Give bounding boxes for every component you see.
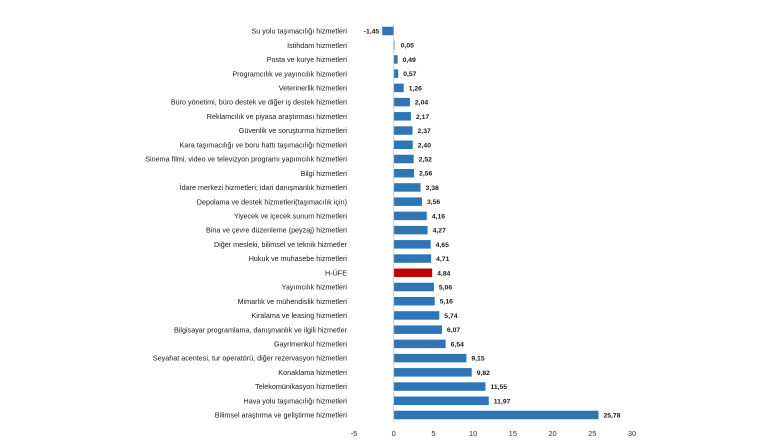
bar: [393, 282, 434, 292]
bar: [393, 311, 440, 320]
x-tick-label: 5: [431, 429, 435, 438]
bar: [393, 97, 410, 107]
bar: [393, 197, 422, 206]
x-tick-label: 15: [509, 429, 517, 438]
bars: [382, 26, 599, 420]
bar: [393, 168, 415, 178]
value-label: 2,04: [415, 100, 428, 107]
value-label: 9,15: [471, 356, 484, 363]
value-label: 2,17: [416, 114, 429, 121]
category-label: Hukuk ve muhasebe hizmetleri: [249, 254, 348, 263]
bar: [393, 396, 489, 406]
category-label: Mimarlık ve mühendislik hizmetleri: [238, 297, 348, 306]
category-label: Sinema filmi, video ve televizyon progra…: [145, 155, 347, 164]
x-tick-label: 30: [628, 429, 636, 438]
value-label: 4,65: [436, 242, 449, 249]
bar: [393, 126, 413, 135]
category-label: Gayrimenkul hizmetleri: [274, 339, 347, 348]
value-label: 11,55: [490, 384, 507, 391]
x-tick-label: 10: [469, 429, 477, 438]
value-label: 0,57: [403, 71, 416, 78]
category-label: Büro yönetimi, büro destek ve diğer iş d…: [171, 98, 348, 107]
category-label: Veterinerlik hizmetleri: [279, 83, 348, 92]
category-label: İdare merkezi hizmetleri; idari danışman…: [180, 183, 348, 192]
value-label: 2,56: [419, 171, 432, 178]
value-label: 2,52: [419, 157, 432, 164]
value-label: 4,84: [437, 270, 450, 277]
bar: [382, 26, 394, 36]
category-label: Programcılık ve yayıncılık hizmetleri: [232, 69, 347, 78]
category-label: İstihdam hizmetleri: [287, 41, 347, 50]
bar: [393, 410, 599, 420]
value-label: 1,26: [409, 85, 422, 92]
category-label: Kiralama ve leasing hizmetleri: [252, 311, 348, 320]
category-labels: Su yolu taşımacılığı hizmetleri İstihdam …: [145, 27, 347, 420]
bar: [393, 296, 435, 306]
category-label: Posta ve kurye hizmetleri: [267, 55, 348, 64]
bar: [393, 353, 467, 363]
value-label: 4,27: [433, 228, 446, 235]
category-label: H-ÜFE: [325, 268, 347, 277]
category-label: Hava yolu taşımacılığı hizmetleri: [244, 396, 348, 405]
category-label: Bina ve çevre düzenleme (peyzaj) hizmetl…: [206, 226, 347, 235]
bar: [393, 325, 442, 334]
value-label: 6,07: [447, 327, 460, 334]
value-label: 11,97: [494, 398, 511, 405]
value-label: 3,38: [426, 185, 439, 192]
bar: [393, 211, 427, 221]
category-label: Bilgi hizmetleri: [301, 169, 348, 178]
bar: [393, 140, 413, 150]
value-label: 4,16: [432, 213, 445, 220]
bar: [393, 112, 411, 121]
bar: [393, 240, 431, 249]
value-label: 5,06: [439, 285, 452, 292]
category-label: Seyahat acentesi, tur operatörü, diğer r…: [153, 354, 348, 363]
value-labels: -1,45 0,05 0,49 0,57 1,26 2,04 2,17 2,37 2,40 2,5…: [364, 29, 621, 420]
value-label: 5,16: [440, 299, 453, 306]
value-label: 25,78: [603, 413, 620, 420]
bar: [393, 69, 399, 78]
bar: [393, 55, 398, 64]
category-label: Depolama ve destek hizmetleri(taşımacılı…: [197, 197, 347, 206]
value-label: 3,56: [427, 199, 440, 206]
category-label: Yiyecek ve içecek sunum hizmetleri: [234, 211, 348, 220]
value-label: 0,49: [403, 57, 416, 64]
x-axis: -5 0 5 10 15 20 25 30: [351, 24, 636, 438]
x-tick-label: 20: [548, 429, 556, 438]
value-label: 4,71: [436, 256, 449, 263]
category-label: Kara taşımacılığı ve boru hattı taşımacı…: [180, 140, 348, 149]
value-label: 5,74: [444, 313, 457, 320]
bar: [393, 154, 414, 164]
bar: [393, 183, 421, 192]
value-label: 0,05: [401, 43, 414, 50]
category-label: Konaklama hizmetleri: [278, 368, 347, 377]
bar: [393, 368, 472, 377]
category-label: Telekomünikasyon hizmetleri: [255, 382, 347, 391]
category-label: Yayımcılık hizmetleri: [282, 283, 348, 292]
category-label: Reklamcılık ve piyasa araştırması hizmet…: [207, 112, 348, 121]
category-label: Su yolu taşımacılığı hizmetleri: [252, 27, 348, 36]
bar: [393, 254, 432, 263]
category-label: Bilgisayar programlama, danışmanlık ve i…: [174, 325, 348, 334]
category-label: Bilimsel araştırma ve geliştirme hizmetl…: [215, 411, 348, 420]
bar: [393, 225, 428, 235]
value-label: 2,37: [418, 128, 431, 135]
x-tick-label: 25: [588, 429, 596, 438]
x-tick-label: 0: [392, 429, 396, 438]
bar: [393, 382, 486, 391]
value-label: 6,54: [451, 341, 464, 348]
value-label: 9,82: [477, 370, 490, 377]
value-label: -1,45: [364, 29, 380, 36]
bar-highlight: [393, 268, 433, 278]
bar: [393, 83, 404, 93]
value-label: 2,40: [418, 142, 431, 149]
bar: [393, 339, 446, 349]
category-label: Güvenlik ve soruşturma hizmetleri: [239, 126, 348, 135]
category-label: Diğer mesleki, bilimsel ve teknik hizmet…: [214, 240, 348, 249]
x-tick-label: -5: [351, 429, 358, 438]
